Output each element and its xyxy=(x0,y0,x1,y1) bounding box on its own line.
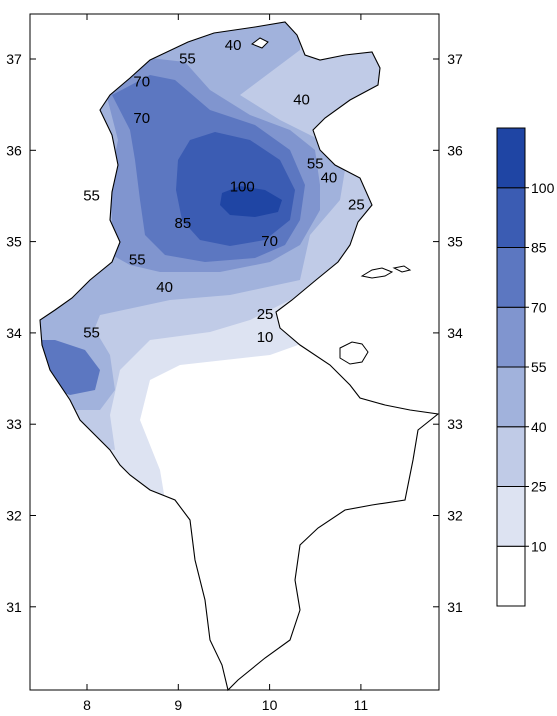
legend-swatch xyxy=(496,187,526,248)
y-axis-labels: 37 37 36 36 35 35 34 34 33 33 32 32 31 31 xyxy=(6,51,463,615)
axis-ticks xyxy=(30,14,439,690)
x-tick-label: 11 xyxy=(354,697,369,713)
y-tick-label-right: 31 xyxy=(447,599,463,615)
kerkennah-island xyxy=(360,267,394,279)
contour-label: 40 xyxy=(225,37,242,54)
y-tick-label-right: 34 xyxy=(447,325,463,341)
contour-label: 25 xyxy=(257,306,274,323)
contour-label: 55 xyxy=(83,188,100,205)
tunisia-border xyxy=(39,21,440,692)
legend-swatch xyxy=(496,306,526,368)
band-100-plus xyxy=(220,186,282,217)
y-tick-label-left: 37 xyxy=(6,51,22,67)
legend-swatch xyxy=(496,366,526,428)
legend-label: 40 xyxy=(531,419,547,435)
contour-label: 55 xyxy=(129,251,146,268)
x-tick-label: 8 xyxy=(83,697,91,713)
contour-label: 10 xyxy=(257,329,274,346)
contour-label: 70 xyxy=(133,110,150,127)
contour-label: 70 xyxy=(261,233,278,250)
y-tick-label-right: 33 xyxy=(447,416,463,432)
x-tick-label: 10 xyxy=(262,697,278,713)
legend-swatch xyxy=(496,545,526,607)
islands xyxy=(250,37,412,365)
contour-label: 55 xyxy=(83,324,100,341)
legend-swatch xyxy=(496,426,526,487)
x-tick-label: 9 xyxy=(174,697,182,713)
contour-label: 40 xyxy=(156,279,173,296)
contour-label: 40 xyxy=(321,169,338,186)
legend-swatch xyxy=(496,486,526,547)
contour-label: 40 xyxy=(293,92,310,109)
y-tick-label-right: 32 xyxy=(447,508,463,524)
y-tick-label-left: 33 xyxy=(6,416,22,432)
legend-label: 100 xyxy=(531,180,555,196)
legend-label: 25 xyxy=(531,479,547,495)
y-tick-label-right: 35 xyxy=(447,234,463,250)
y-tick-label-left: 35 xyxy=(6,234,22,250)
y-tick-label-left: 36 xyxy=(6,142,22,158)
legend-label: 70 xyxy=(531,299,547,315)
contour-label: 70 xyxy=(133,73,150,90)
contour-label: 100 xyxy=(230,178,255,195)
contour-label: 25 xyxy=(348,197,365,214)
legend: 10 25 40 55 70 85 100 xyxy=(496,127,555,607)
legend-label: 10 xyxy=(531,538,547,554)
lake-bizerte xyxy=(250,37,269,49)
djerba-island xyxy=(339,341,369,365)
contour-label: 55 xyxy=(179,51,196,68)
legend-label: 55 xyxy=(531,359,547,375)
y-tick-label-left: 34 xyxy=(6,325,22,341)
y-tick-label-right: 37 xyxy=(447,51,463,67)
x-axis-labels: 8 9 10 11 xyxy=(83,697,368,713)
legend-label: 85 xyxy=(531,240,547,256)
y-tick-label-left: 31 xyxy=(6,599,22,615)
legend-swatch xyxy=(496,127,526,189)
kerkennah-island-2 xyxy=(392,265,412,273)
y-tick-label-left: 32 xyxy=(6,508,22,524)
contour-label: 85 xyxy=(175,215,192,232)
legend-swatch xyxy=(496,247,526,308)
y-tick-label-right: 36 xyxy=(447,142,463,158)
contour-label: 55 xyxy=(307,156,324,173)
